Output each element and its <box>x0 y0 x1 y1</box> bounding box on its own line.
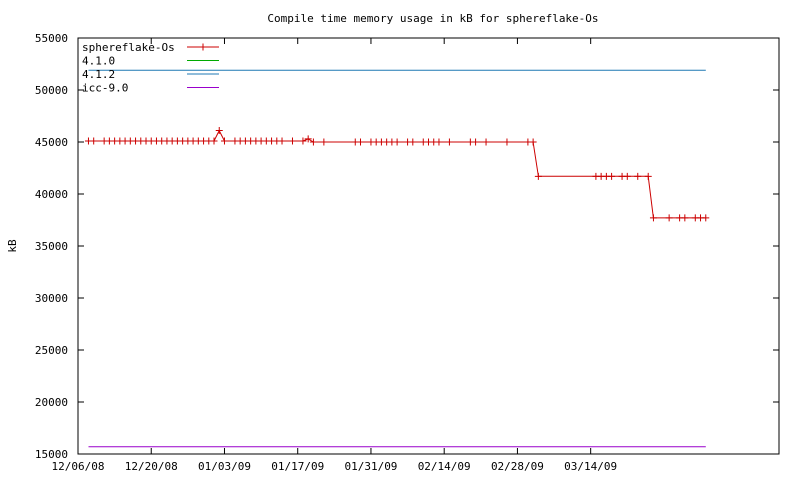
y-tick-label: 20000 <box>35 396 68 409</box>
y-tick-label: 30000 <box>35 292 68 305</box>
y-tick-label: 45000 <box>35 136 68 149</box>
data-point <box>435 138 443 146</box>
data-point <box>356 138 364 146</box>
data-point <box>503 138 511 146</box>
legend-label: 4.1.0 <box>82 55 115 68</box>
data-point <box>608 172 616 180</box>
y-tick-label: 40000 <box>35 188 68 201</box>
axis-ticks: 15000 20000 25000 30000 35000 40000 45000 50000… <box>35 32 779 473</box>
legend-label: 4.1.2 <box>82 68 115 81</box>
data-point <box>299 137 307 145</box>
data-point <box>623 172 631 180</box>
series-layer <box>84 69 710 448</box>
data-point <box>529 138 537 146</box>
data-point <box>665 214 673 222</box>
x-tick-label: 02/14/09 <box>418 460 471 473</box>
data-point <box>309 138 317 146</box>
data-point <box>393 138 401 146</box>
data-point <box>649 214 657 222</box>
x-tick-label: 01/31/09 <box>344 460 397 473</box>
x-tick-label: 02/28/09 <box>491 460 544 473</box>
data-point <box>472 138 480 146</box>
y-tick-label: 35000 <box>35 240 68 253</box>
data-point <box>644 172 652 180</box>
data-point <box>409 138 417 146</box>
data-point <box>534 172 542 180</box>
legend-label: icc-9.0 <box>82 82 128 95</box>
data-point <box>210 137 218 145</box>
data-point <box>320 138 328 146</box>
legend-label: sphereflake-Os <box>82 41 175 54</box>
data-point <box>482 138 490 146</box>
legend-marker <box>199 43 207 51</box>
plot-frame <box>77 37 780 455</box>
chart-title: Compile time memory usage in kB for sphe… <box>267 12 598 25</box>
data-point <box>220 137 228 145</box>
data-point <box>90 137 98 145</box>
y-tick-label: 15000 <box>35 448 68 461</box>
x-tick-label: 01/03/09 <box>198 460 251 473</box>
data-point <box>304 135 312 143</box>
data-point <box>288 137 296 145</box>
data-point <box>702 214 710 222</box>
y-tick-label: 50000 <box>35 84 68 97</box>
y-axis-label: kB <box>6 239 19 253</box>
y-tick-label: 55000 <box>35 32 68 45</box>
y-tick-label: 25000 <box>35 344 68 357</box>
data-point <box>445 138 453 146</box>
data-point <box>215 127 223 135</box>
x-tick-label: 12/06/08 <box>52 460 105 473</box>
data-point <box>681 214 689 222</box>
x-tick-label: 12/20/08 <box>125 460 178 473</box>
data-point <box>278 137 286 145</box>
data-point <box>634 172 642 180</box>
x-tick-label: 01/17/09 <box>271 460 324 473</box>
x-tick-label: 03/14/09 <box>564 460 617 473</box>
